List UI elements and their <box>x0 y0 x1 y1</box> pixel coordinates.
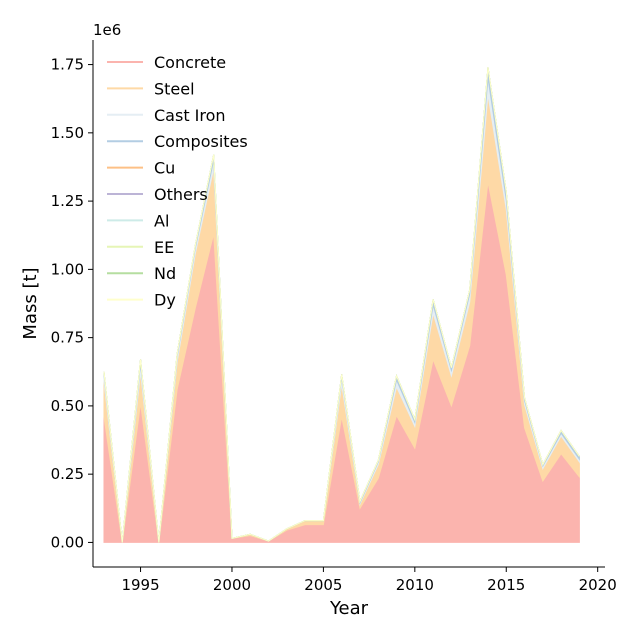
x-tick-label: 1995 <box>121 576 159 594</box>
area-layers <box>103 67 580 543</box>
legend-label: Cu <box>154 159 175 178</box>
y-tick-label: 0.00 <box>51 533 84 551</box>
x-tick-label: 2010 <box>396 576 434 594</box>
legend-label: Cast Iron <box>154 106 226 125</box>
legend-item-al: Al <box>107 211 169 230</box>
legend-label: Others <box>154 185 208 204</box>
legend-label: Dy <box>154 291 176 310</box>
y-tick-label: 0.25 <box>51 465 84 483</box>
y-tick-label: 0.50 <box>51 397 84 415</box>
x-tick-label: 2005 <box>304 576 342 594</box>
legend-item-ee: EE <box>107 238 174 257</box>
legend-item-nd: Nd <box>107 264 176 283</box>
y-tick-label: 0.75 <box>51 329 84 347</box>
legend-item-steel: Steel <box>107 79 195 98</box>
legend-label: EE <box>154 238 174 257</box>
y-offset-label: 1e6 <box>93 21 121 39</box>
y-tick-label: 1.50 <box>51 124 84 142</box>
x-tick-label: 2000 <box>213 576 251 594</box>
legend-label: Steel <box>154 79 195 98</box>
x-tick-label: 2015 <box>487 576 525 594</box>
legend-item-dy: Dy <box>107 291 176 310</box>
legend-item-cu: Cu <box>107 159 175 178</box>
legend: Concrete Steel Cast Iron Composites Cu Others… <box>107 53 248 310</box>
legend-item-others: Others <box>107 185 208 204</box>
x-tick-label: 2020 <box>579 576 617 594</box>
y-ticks: 0.00 0.25 0.50 0.75 1.00 1.25 1.50 1.75 <box>51 56 93 551</box>
x-axis-label: Year <box>329 598 369 619</box>
y-tick-label: 1.75 <box>51 56 84 74</box>
y-tick-label: 1.25 <box>51 192 84 210</box>
legend-label: Composites <box>154 132 248 151</box>
legend-item-cast-iron: Cast Iron <box>107 106 226 125</box>
axes <box>92 40 605 568</box>
legend-item-composites: Composites <box>107 132 248 151</box>
y-tick-label: 1.00 <box>51 260 84 278</box>
y-axis-label: Mass [t] <box>20 267 41 339</box>
x-ticks: 1995 2000 2005 2010 2015 2020 <box>121 567 617 594</box>
legend-label: Al <box>154 211 169 230</box>
legend-label: Nd <box>154 264 176 283</box>
legend-item-concrete: Concrete <box>107 53 226 72</box>
legend-label: Concrete <box>154 53 226 72</box>
